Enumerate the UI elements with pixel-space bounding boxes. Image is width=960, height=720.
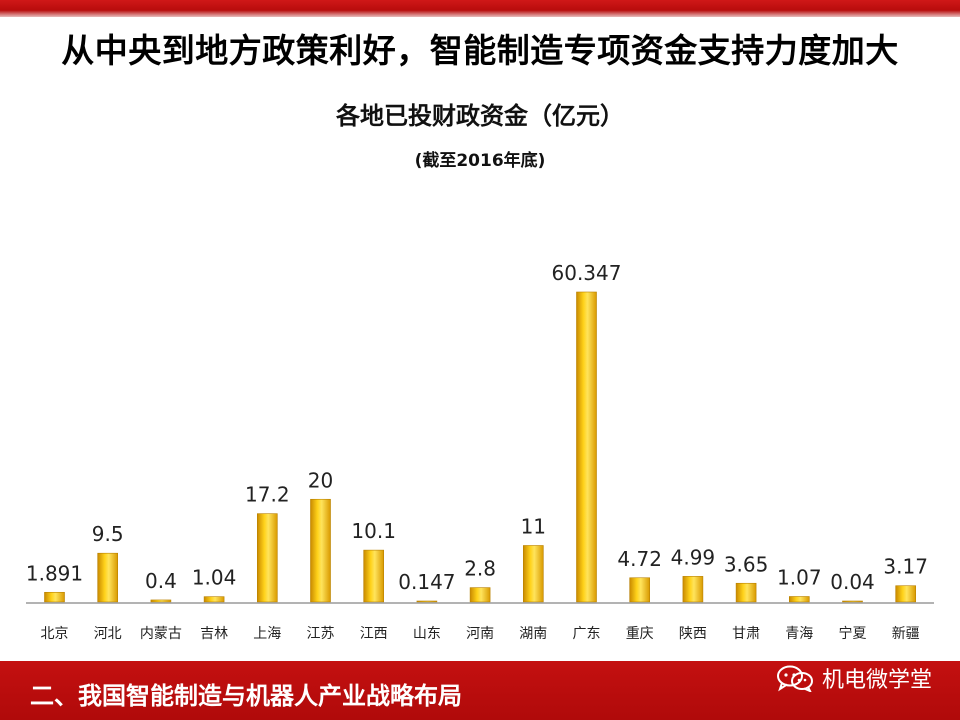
data-label-内蒙古: 0.4: [145, 569, 177, 593]
data-label-河北: 9.5: [92, 522, 124, 546]
category-label-内蒙古: 内蒙古: [140, 626, 182, 642]
data-label-广东: 60.347: [552, 261, 622, 285]
bar-山东: [416, 600, 438, 603]
category-label-江西: 江西: [360, 626, 388, 642]
bar-陕西: [682, 576, 704, 603]
data-label-甘肃: 3.65: [724, 552, 769, 576]
category-label-甘肃: 甘肃: [732, 626, 760, 642]
bar-河北: [97, 552, 118, 603]
category-label-河南: 河南: [466, 626, 494, 642]
bar-广东: [576, 291, 597, 603]
wechat-icon: [776, 665, 813, 692]
bar-江苏: [310, 498, 331, 603]
data-label-江西: 10.1: [351, 519, 396, 543]
bar-上海: [256, 513, 278, 603]
top-red-bar: [0, 0, 960, 17]
category-label-重庆: 重庆: [626, 626, 654, 642]
data-label-吉林: 1.04: [192, 566, 237, 590]
bar-青海: [788, 596, 810, 603]
chart-title: 各地已投财政资金（亿元）: [336, 102, 624, 130]
chart-subtitle: (截至2016年底): [414, 151, 546, 171]
category-label-江苏: 江苏: [307, 626, 335, 642]
bar-新疆: [895, 585, 917, 603]
bar-北京: [44, 591, 65, 603]
bar-吉林: [203, 596, 225, 603]
bar-江西: [363, 549, 385, 603]
category-label-山东: 山东: [413, 626, 441, 642]
category-label-新疆: 新疆: [892, 626, 920, 642]
section-title: 二、我国智能制造与机器人产业战略布局: [30, 682, 462, 710]
data-label-宁夏: 0.04: [830, 570, 875, 594]
data-label-上海: 17.2: [245, 483, 290, 507]
bar-chart: 1.891 9.5 0.4 1.04 17.2 20 10.1 0.147 2.8 11 60.34…: [26, 261, 934, 642]
category-label-宁夏: 宁夏: [839, 625, 867, 642]
category-label-广东: 广东: [573, 626, 601, 642]
category-label-陕西: 陕西: [679, 626, 707, 642]
bar-河南: [469, 587, 491, 603]
bar-甘肃: [735, 582, 757, 603]
data-label-湖南: 11: [521, 514, 546, 538]
slide-headline: 从中央到地方政策利好，智能制造专项资金支持力度加大: [61, 31, 899, 70]
data-label-陕西: 4.99: [671, 545, 716, 569]
category-label-北京: 北京: [41, 626, 69, 642]
category-label-湖南: 湖南: [519, 626, 547, 642]
data-label-重庆: 4.72: [617, 547, 662, 571]
data-label-新疆: 3.17: [883, 555, 928, 579]
brand-watermark: 机电微学堂: [776, 664, 932, 693]
data-label-山东: 0.147: [398, 570, 455, 594]
data-label-江苏: 20: [308, 468, 333, 492]
data-label-青海: 1.07: [777, 566, 822, 590]
bar-宁夏: [842, 600, 863, 603]
category-label-青海: 青海: [785, 626, 813, 642]
data-label-河南: 2.8: [464, 557, 496, 581]
bar-内蒙古: [150, 599, 172, 603]
brand-name: 机电微学堂: [821, 668, 932, 693]
bar-湖南: [522, 545, 544, 603]
bar-重庆: [629, 577, 651, 603]
category-label-上海: 上海: [253, 626, 281, 642]
data-label-北京: 1.891: [26, 561, 83, 585]
category-label-吉林: 吉林: [200, 626, 228, 642]
category-label-河北: 河北: [94, 626, 122, 642]
